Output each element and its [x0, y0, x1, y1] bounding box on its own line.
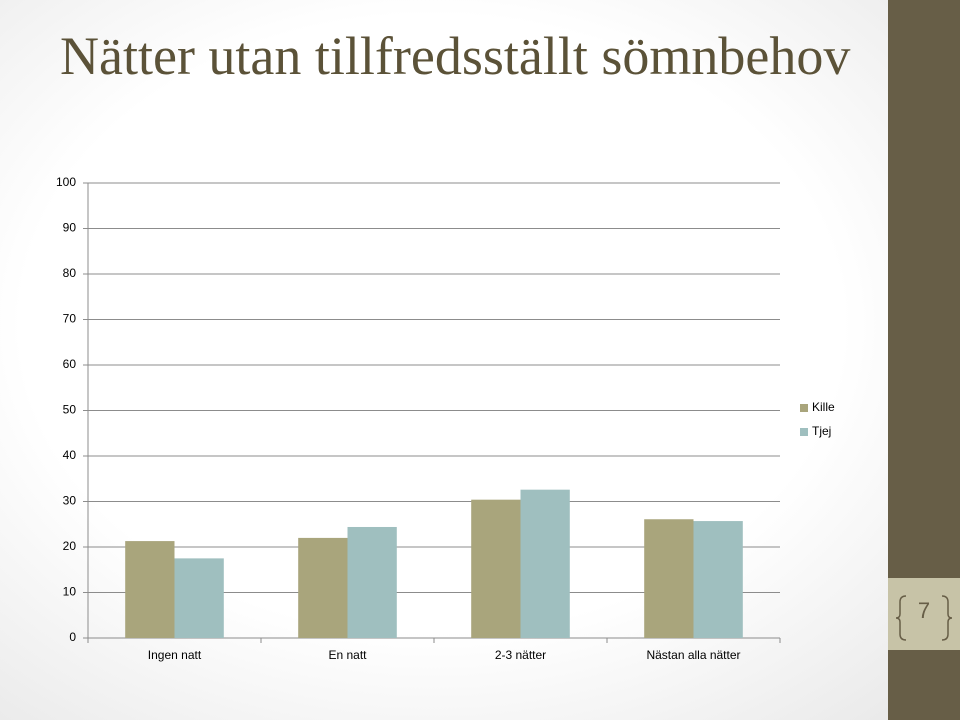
- slide-title: Nätter utan tillfredsställt sömnbehov: [60, 26, 851, 86]
- y-tick-label: 60: [63, 357, 77, 371]
- x-tick-label: Ingen natt: [148, 648, 202, 662]
- legend-swatch: [800, 404, 808, 412]
- legend-label: Kille: [812, 400, 835, 414]
- bar: [125, 541, 175, 638]
- y-tick-label: 100: [56, 175, 76, 189]
- y-tick-label: 40: [63, 448, 77, 462]
- chart: 0 10 20 30 40 50 60 70 80 90 100 Ingen natt En natt 2…: [56, 175, 835, 662]
- y-tick-label: 30: [63, 494, 77, 508]
- y-tick-label: 20: [63, 539, 77, 553]
- bar: [520, 489, 570, 638]
- y-tick-label: 90: [63, 221, 77, 235]
- y-tick-label: 0: [69, 630, 76, 644]
- x-tick-label: Nästan alla nätter: [646, 648, 740, 662]
- bar: [471, 499, 521, 638]
- y-tick-label: 10: [63, 585, 77, 599]
- bar: [174, 558, 224, 638]
- x-tick-label: 2-3 nätter: [495, 648, 546, 662]
- bar: [693, 521, 743, 638]
- y-tick-label: 50: [63, 403, 77, 417]
- bar: [298, 537, 348, 638]
- y-tick-label: 70: [63, 312, 77, 326]
- legend-label: Tjej: [812, 424, 831, 438]
- page-number: 7: [917, 598, 931, 623]
- legend-swatch: [800, 428, 808, 436]
- x-tick-label: En natt: [328, 648, 367, 662]
- bar: [347, 526, 397, 638]
- y-tick-label: 80: [63, 266, 77, 280]
- bar: [644, 519, 694, 638]
